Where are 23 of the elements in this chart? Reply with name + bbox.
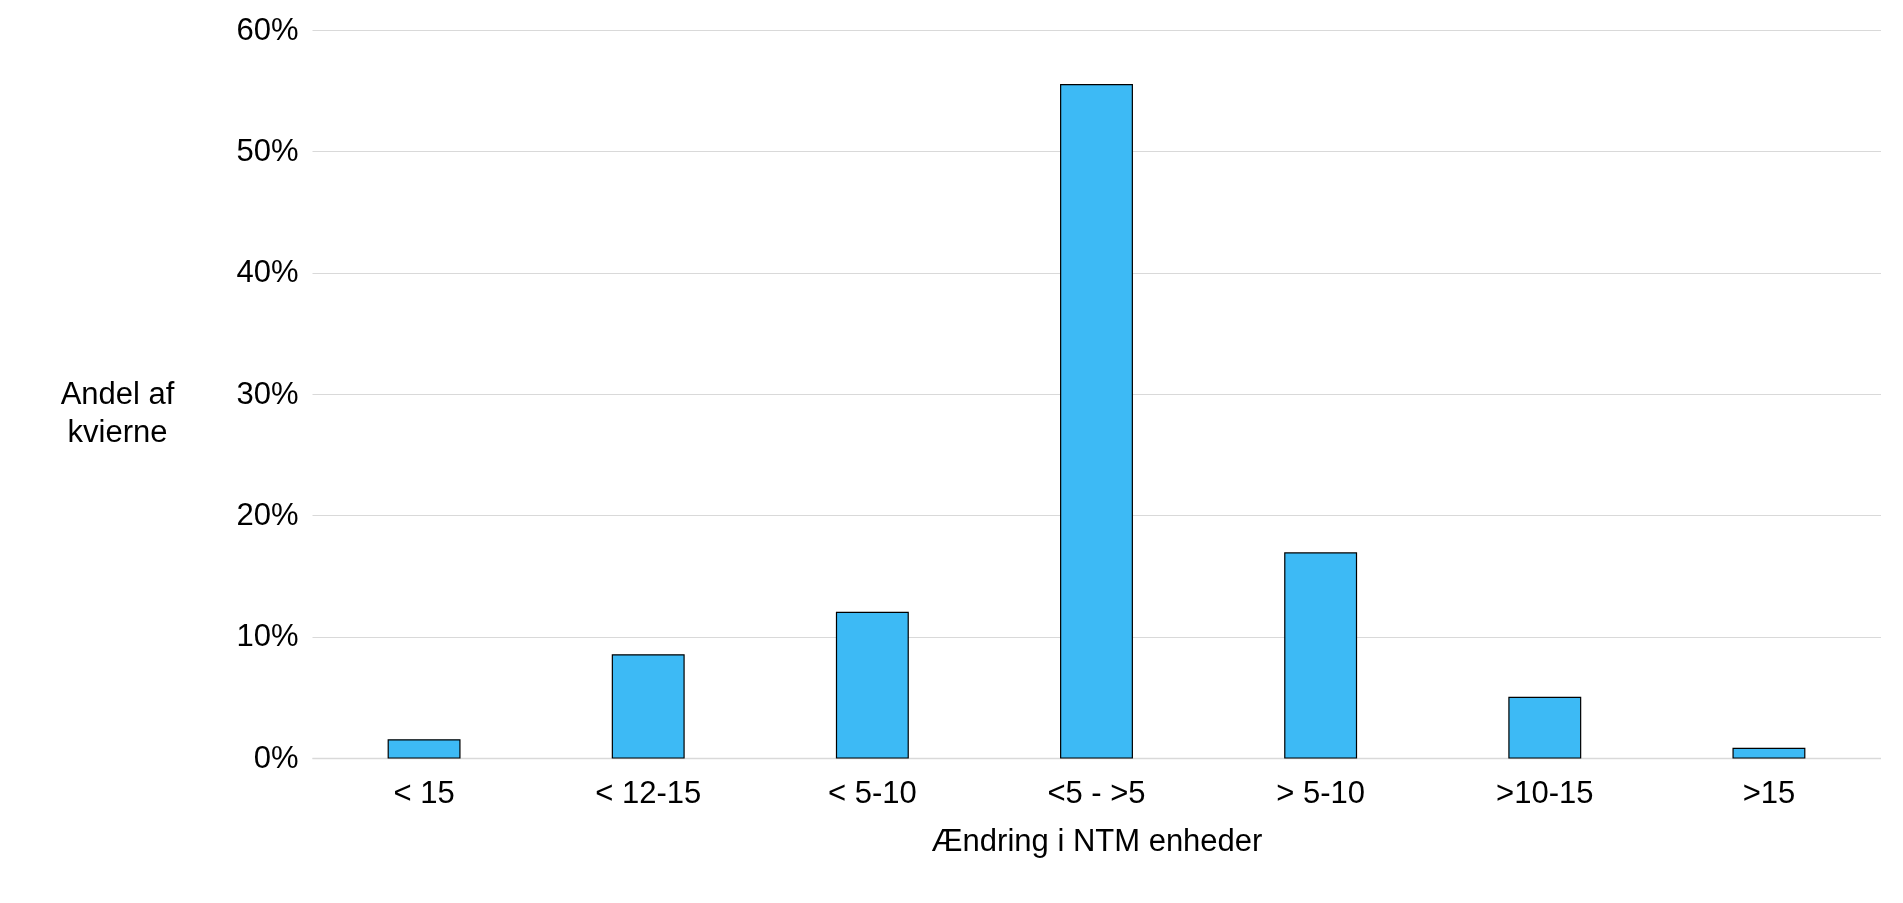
y-tick-label: 30%: [236, 375, 299, 411]
x-tick-label: < 12-15: [595, 774, 702, 810]
bar: [835, 611, 909, 759]
y-axis-title: Andel af kvierne: [60, 375, 175, 449]
y-tick-label: 60%: [236, 11, 299, 47]
bar: [1060, 84, 1133, 759]
x-tick-label: >15: [1742, 774, 1796, 810]
bar: [1508, 696, 1582, 759]
x-axis-title: Ændring i NTM enheder: [931, 822, 1263, 858]
y-tick-label: 40%: [236, 254, 299, 290]
y-tick-label: 0%: [253, 739, 299, 775]
bar: [1284, 552, 1358, 759]
y-tick-label: 50%: [236, 132, 299, 168]
x-tick-label: < 15: [393, 774, 455, 810]
y-tick-label: 20%: [236, 496, 299, 532]
bar: [387, 739, 461, 759]
bar: [611, 654, 685, 759]
y-tick-label: 10%: [236, 618, 299, 654]
x-tick-label: > 5-10: [1276, 774, 1366, 810]
bar: [1732, 747, 1806, 759]
x-tick-label: < 5-10: [827, 774, 917, 810]
x-tick-label: <5 - >5: [1047, 774, 1146, 810]
x-tick-label: >10-15: [1496, 774, 1594, 810]
